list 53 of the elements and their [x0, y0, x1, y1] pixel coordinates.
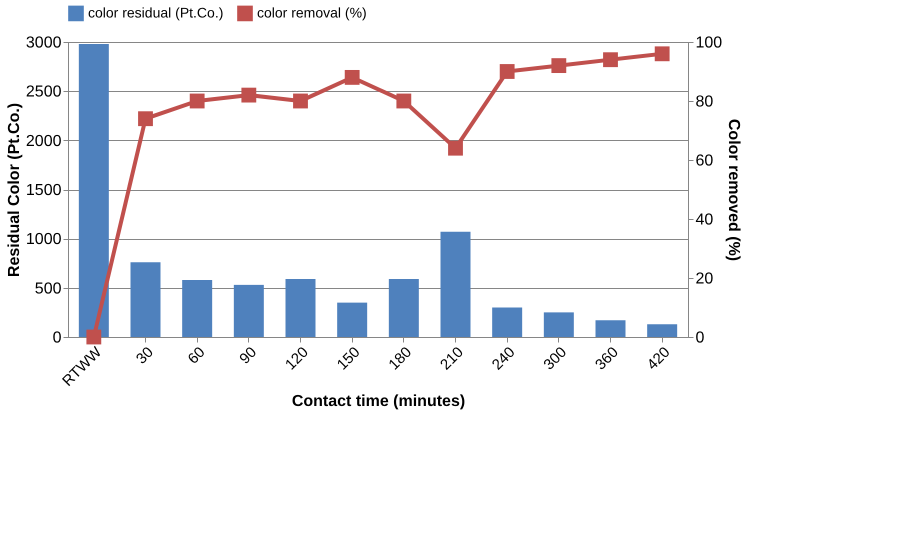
- bar: [234, 284, 264, 337]
- point: [344, 70, 360, 85]
- x-tick-label: 180: [385, 344, 416, 374]
- y2-tick-label: 40: [696, 212, 714, 228]
- x-tick-label: 360: [592, 344, 622, 374]
- bar: [286, 278, 316, 337]
- y-tick-label: 1500: [26, 182, 62, 199]
- bar: [647, 324, 678, 337]
- x-tick-label: 300: [540, 344, 570, 374]
- point: [551, 58, 566, 74]
- y2-tick-label: 0: [696, 330, 704, 346]
- point: [190, 94, 205, 108]
- bar: [78, 44, 109, 337]
- x-tick-label: 120: [282, 344, 312, 374]
- point: [293, 94, 308, 108]
- x-tick-label: 420: [644, 344, 674, 374]
- point: [603, 52, 618, 68]
- y-tick-label: 0: [52, 330, 62, 346]
- x-tick-label: 90: [236, 344, 260, 368]
- x-tick-label: 150: [334, 344, 364, 374]
- bar: [544, 312, 574, 337]
- y2-tick-label: 100: [696, 34, 722, 52]
- y-tick-label: 2500: [26, 84, 62, 101]
- x-tick-label: 240: [488, 344, 518, 374]
- y2-tick-label: 60: [696, 152, 714, 170]
- y2-tick-label: 20: [696, 270, 714, 288]
- y-axis-title: Residual Color (Pt.Co.): [6, 102, 23, 278]
- x-axis-title: Contact time (minutes): [292, 393, 466, 410]
- y-tick-label: 500: [34, 280, 62, 298]
- legend-label: color removal (%): [257, 4, 367, 20]
- point: [86, 330, 102, 344]
- bar: [492, 308, 522, 337]
- bar: [388, 278, 419, 337]
- y2-tick-label: 80: [696, 94, 714, 110]
- point: [138, 111, 153, 126]
- x-tick-label: 60: [184, 344, 208, 368]
- bar: [130, 262, 160, 337]
- point: [654, 46, 670, 62]
- point: [448, 140, 463, 156]
- x-tick-label: 30: [132, 344, 157, 368]
- bar: [596, 320, 626, 337]
- y-tick-label: 1000: [26, 231, 62, 248]
- point: [241, 88, 256, 103]
- bar: [440, 232, 470, 337]
- bar: [337, 302, 368, 337]
- x-tick-label: 210: [437, 344, 467, 374]
- y-tick-label: 3000: [26, 34, 62, 52]
- bar: [182, 280, 212, 337]
- point: [396, 94, 412, 108]
- y-tick-label: 2000: [26, 132, 62, 150]
- y2-axis-title: Color removed (%): [725, 118, 742, 262]
- point: [500, 64, 515, 79]
- legend-label: color residual (Pt.Co.): [88, 4, 224, 20]
